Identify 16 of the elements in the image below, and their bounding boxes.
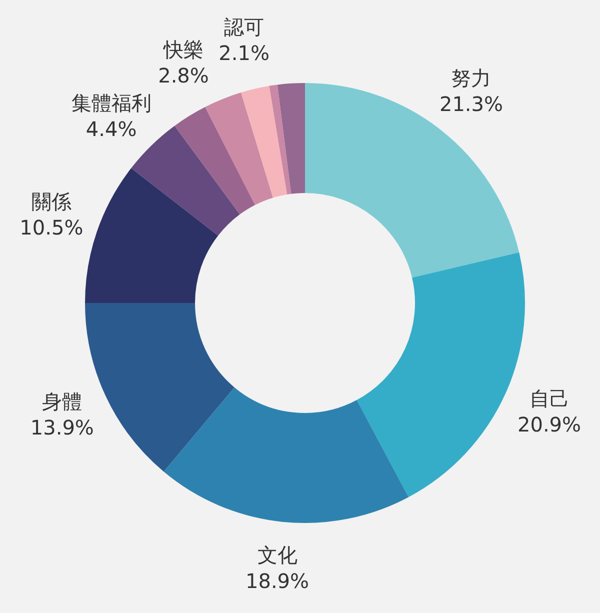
slice-label: 自己 xyxy=(529,386,570,410)
data-label: 10.5% xyxy=(20,215,84,240)
slice-label: 快樂 xyxy=(162,37,204,62)
data-label: 2.8% xyxy=(158,63,209,88)
data-label: 4.4% xyxy=(86,116,137,141)
data-label: 21.3% xyxy=(439,92,504,116)
slice-label: 關係 xyxy=(31,189,72,214)
data-label: 18.9% xyxy=(245,568,310,593)
slice-label: 身體 xyxy=(42,390,82,414)
data-label: 20.9% xyxy=(517,412,582,436)
data-label: 2.1% xyxy=(218,41,270,66)
data-label: 13.9% xyxy=(30,416,94,440)
slice-label: 集體福利 xyxy=(71,90,152,115)
slice-label: 認可 xyxy=(224,15,264,40)
slice-label: 努力 xyxy=(451,66,492,90)
slice-label: 文化 xyxy=(257,542,298,567)
